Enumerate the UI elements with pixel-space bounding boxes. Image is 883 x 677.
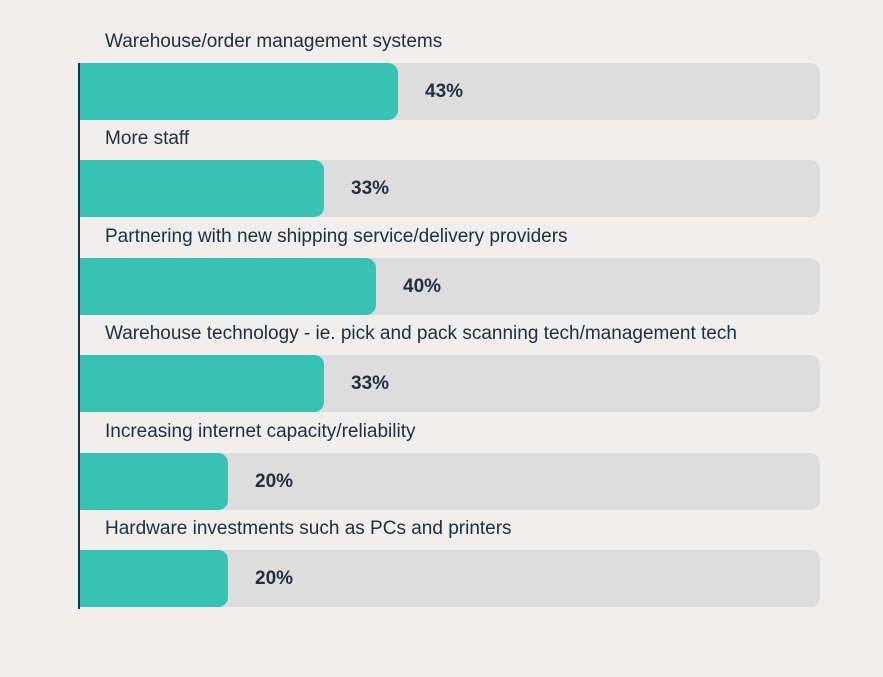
bar-track: 20% bbox=[80, 453, 820, 510]
category-label: Increasing internet capacity/reliability bbox=[105, 421, 416, 442]
category-label: More staff bbox=[105, 128, 190, 149]
bar bbox=[80, 63, 398, 120]
category-label: Partnering with new shipping service/del… bbox=[105, 226, 568, 247]
bar-track: 33% bbox=[80, 355, 820, 412]
y-axis-line bbox=[78, 63, 80, 609]
bar-track: 20% bbox=[80, 550, 820, 607]
category-label: Hardware investments such as PCs and pri… bbox=[105, 518, 512, 539]
category-label: Warehouse technology - ie. pick and pack… bbox=[105, 323, 737, 344]
bar bbox=[80, 160, 324, 217]
category-label: Warehouse/order management systems bbox=[105, 31, 443, 52]
bar bbox=[80, 355, 324, 412]
bar-track: 40% bbox=[80, 258, 820, 315]
value-label: 43% bbox=[425, 81, 464, 102]
bar bbox=[80, 550, 228, 607]
bar-track: 43% bbox=[80, 63, 820, 120]
value-label: 20% bbox=[255, 568, 294, 589]
bar bbox=[80, 258, 376, 315]
value-label: 33% bbox=[351, 373, 390, 394]
value-label: 20% bbox=[255, 471, 294, 492]
bar bbox=[80, 453, 228, 510]
value-label: 33% bbox=[351, 178, 390, 199]
value-label: 40% bbox=[403, 276, 442, 297]
bar-track: 33% bbox=[80, 160, 820, 217]
